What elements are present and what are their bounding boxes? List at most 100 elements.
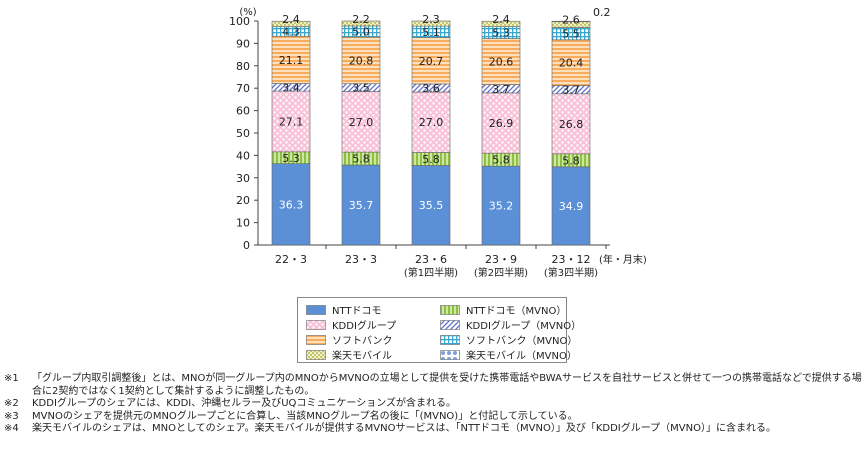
y-tick-label: 90 xyxy=(236,37,250,50)
footnote-mark: ※3 xyxy=(4,410,19,422)
bar-segment xyxy=(481,38,521,85)
data-label: 4.3 xyxy=(282,25,300,38)
y-tick-label: 70 xyxy=(236,82,250,95)
x-tick-label: 23・3 xyxy=(345,253,377,266)
data-label: 27.0 xyxy=(419,116,444,129)
stacked-bar-chart: 0 10 20 30 40 50 60 70 80 90 100(%) 22・3 23・3 23・6(第1… xyxy=(229,6,647,279)
bar-segment xyxy=(411,91,451,153)
footnote: ※3 MVNOのシェアを提供元のMNOグループごとに合算し、当該MNOグループ名の… xyxy=(4,411,862,424)
x-tick-label: 23・9 xyxy=(485,253,517,266)
bar-segment xyxy=(551,166,591,246)
data-label: 27.1 xyxy=(279,115,304,128)
footnote-text: 「グループ内取引調整後」とは、MNOが同一グループ内のMNOからMVNOの立場と… xyxy=(32,373,862,397)
legend-label: KDDIグループ xyxy=(332,321,397,332)
data-label: 35.7 xyxy=(349,199,374,212)
data-label: 20.4 xyxy=(559,57,584,70)
legend-swatch xyxy=(440,349,460,360)
data-label: 27.0 xyxy=(349,116,374,129)
data-label: 20.7 xyxy=(419,55,444,68)
data-label: 5.3 xyxy=(282,152,300,165)
footnote: ※2 KDDIグループのシェアには、KDDI、沖縄セルラー及びUQコミュニケーショ… xyxy=(4,398,862,411)
bar-segment xyxy=(481,20,521,27)
data-label: 36.3 xyxy=(279,198,304,211)
legend-label: NTTドコモ（MVNO） xyxy=(466,306,567,317)
x-tick-sublabel: (第3四半期) xyxy=(544,266,598,279)
footnote-text: KDDIグループのシェアには、KDDI、沖縄セルラー及びUQコミュニケーションズ… xyxy=(32,398,457,410)
legend-swatch xyxy=(306,334,326,345)
footnotes: ※1 「グループ内取引調整後」とは、MNOが同一グループ内のMNOからMVNOの立… xyxy=(4,373,862,436)
legend-label: 楽天モバイル（MVNO） xyxy=(466,351,577,362)
legend-label: 楽天モバイル xyxy=(332,351,392,362)
bar-segment xyxy=(341,20,381,27)
y-unit-label: (%) xyxy=(239,7,256,18)
data-label: 35.2 xyxy=(489,200,514,213)
y-tick-label: 100 xyxy=(229,15,250,28)
data-label: 5.5 xyxy=(562,28,580,41)
bar-segment xyxy=(271,90,311,153)
data-label: 3.5 xyxy=(352,82,370,95)
bar-segment xyxy=(271,163,311,246)
legend-label: ソフトバンク xyxy=(332,336,393,347)
data-label: 5.8 xyxy=(492,154,510,167)
bar-segment xyxy=(271,20,311,27)
footnote-text: MVNOのシェアを提供元のMNOグループごとに合算し、当該MNOグループ名の後に… xyxy=(32,410,578,422)
legend-item: 楽天モバイル xyxy=(306,347,436,362)
legend-item: KDDIグループ（MVNO） xyxy=(440,317,581,332)
bar-segment xyxy=(551,20,591,23)
data-label: 2.2 xyxy=(352,13,370,26)
legend-label: ソフトバンク（MVNO） xyxy=(466,336,578,347)
data-label: 2.4 xyxy=(282,13,300,26)
y-tick-label: 60 xyxy=(236,105,250,118)
legend-item: KDDIグループ xyxy=(306,317,436,332)
legend-swatch xyxy=(440,319,460,330)
x-tick-label: 23・6 xyxy=(415,253,447,266)
data-label: 5.8 xyxy=(562,154,580,167)
legend-swatch xyxy=(440,334,460,345)
bar-segment xyxy=(411,37,451,85)
data-label: 2.4 xyxy=(492,13,510,26)
y-tick-label: 40 xyxy=(236,149,250,162)
legend-swatch xyxy=(440,304,460,315)
footnote-text: 楽天モバイルのシェアは、MNOとしてのシェア。楽天モバイルが提供するMVNOサー… xyxy=(32,423,776,435)
x-tick-label: 22・3 xyxy=(275,253,307,266)
x-tick-sublabel: (第2四半期) xyxy=(474,266,528,279)
footnote: ※1 「グループ内取引調整後」とは、MNOが同一グループ内のMNOからMVNOの立… xyxy=(4,373,862,398)
data-label: 26.9 xyxy=(489,117,514,130)
y-tick-label: 0 xyxy=(243,239,250,252)
data-label: 3.6 xyxy=(422,82,440,95)
data-label: 5.8 xyxy=(422,153,440,166)
legend: NTTドコモ NTTドコモ（MVNO） KDDIグループ KDDIグループ（MVNO）… xyxy=(297,297,581,363)
x-tick-sublabel: (第1四半期) xyxy=(404,266,458,279)
y-tick-label: 50 xyxy=(236,127,250,140)
data-label: 3.7 xyxy=(492,83,510,96)
data-label: 20.6 xyxy=(489,56,514,69)
data-label: 34.9 xyxy=(559,200,584,213)
data-label: 0.2 xyxy=(593,6,611,19)
x-unit-label: (年・月末) xyxy=(599,253,647,266)
legend-item: NTTドコモ xyxy=(306,302,436,317)
footnote: ※4 楽天モバイルのシェアは、MNOとしてのシェア。楽天モバイルが提供するMVNO… xyxy=(4,423,862,436)
footnote-mark: ※4 xyxy=(4,423,19,435)
legend-label: NTTドコモ xyxy=(332,306,382,317)
data-label: 26.8 xyxy=(559,118,584,131)
legend-swatch xyxy=(306,319,326,330)
bar-segment xyxy=(271,35,311,84)
data-label: 3.7 xyxy=(562,84,580,97)
legend-item: ソフトバンク xyxy=(306,332,436,347)
legend-swatch xyxy=(306,304,326,315)
y-tick-label: 80 xyxy=(236,60,250,73)
data-label: 20.8 xyxy=(349,54,374,67)
data-label: 3.4 xyxy=(282,81,300,94)
bar-segment xyxy=(411,20,451,27)
data-label: 35.5 xyxy=(419,199,444,212)
data-label: 5.8 xyxy=(352,153,370,166)
data-label: 2.3 xyxy=(422,13,440,26)
data-label: 5.1 xyxy=(422,26,440,39)
footnote-mark: ※2 xyxy=(4,398,19,410)
y-tick-label: 20 xyxy=(236,194,250,207)
data-label: 2.6 xyxy=(562,14,580,27)
legend-swatch xyxy=(306,349,326,360)
x-tick-label: 23・12 xyxy=(552,253,591,266)
y-tick-label: 30 xyxy=(236,172,250,185)
bar-segment xyxy=(341,36,381,85)
